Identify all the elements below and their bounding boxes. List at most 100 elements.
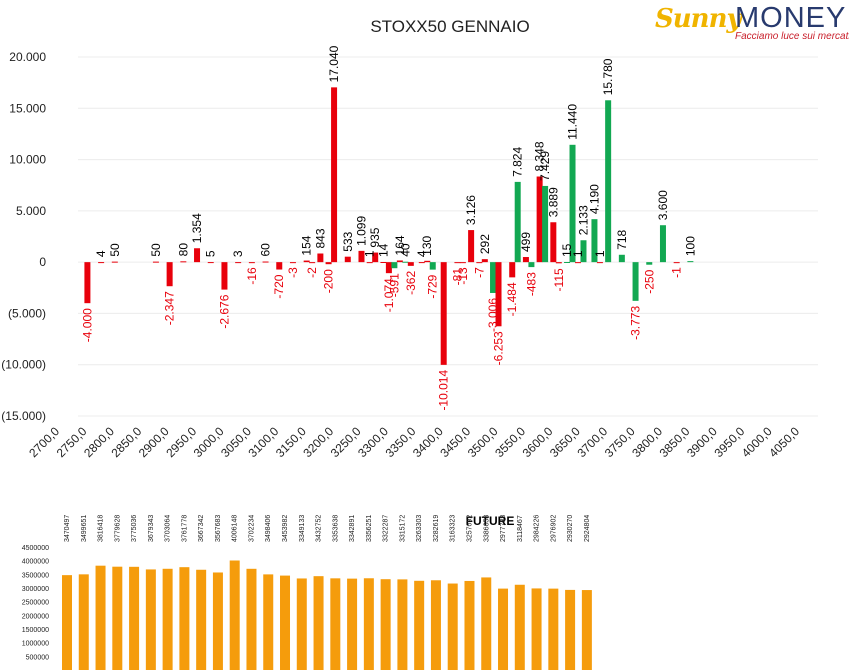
bar: [289, 262, 296, 264]
bar: [440, 262, 447, 365]
data-label: -3: [286, 267, 300, 278]
sunny-money-logo: Sunny MONEY Facciamo luce sui mercati: [655, 2, 849, 46]
data-label: -591: [387, 273, 401, 297]
bar: [596, 262, 603, 264]
bar: [248, 262, 255, 264]
data-label: 11.440: [566, 104, 580, 140]
bar: [569, 144, 576, 263]
future-bar: [112, 566, 123, 670]
bar: [673, 262, 680, 264]
data-label: -16: [245, 267, 259, 285]
future-bar: [531, 588, 542, 670]
bar: [391, 262, 398, 269]
bar: [550, 222, 557, 263]
future-data-label: 3679343: [148, 515, 155, 542]
data-label: -362: [404, 271, 418, 295]
future-data-label: 3667342: [198, 515, 205, 542]
data-label: 50: [108, 243, 122, 257]
data-label: 935: [368, 227, 382, 247]
future-data-label: 3349133: [299, 515, 306, 542]
data-label: 154: [300, 235, 314, 255]
data-label: -1.074: [382, 278, 396, 312]
bar: [84, 262, 91, 304]
data-label: -2.347: [163, 291, 177, 325]
bar: [262, 261, 269, 263]
future-bar: [414, 580, 425, 670]
bar: [385, 262, 392, 274]
data-label: -13: [456, 267, 470, 285]
data-label: 1.354: [190, 213, 204, 243]
future-bar: [330, 578, 341, 670]
bar: [659, 225, 666, 263]
future-data-label: 3118467: [517, 515, 524, 542]
data-label: 1.099: [354, 216, 368, 246]
future-data-label: 2984226: [534, 515, 541, 542]
future-bar: [548, 588, 559, 670]
future-bar: [380, 579, 391, 670]
future-data-label: 3386658: [483, 515, 490, 542]
future-bar: [565, 589, 576, 670]
y-tick-label: 0: [39, 255, 46, 269]
data-label: 50: [149, 243, 163, 257]
y-tick-label: (10.000): [1, 358, 46, 372]
future-data-label: 3499651: [81, 515, 88, 542]
future-data-label: 3779628: [114, 515, 121, 542]
bar: [514, 181, 521, 263]
future-data-label: 3567683: [215, 515, 222, 542]
y-tick-label: (15.000): [1, 409, 46, 423]
future-bar: [498, 588, 509, 670]
bar: [207, 262, 214, 264]
future-bar: [313, 576, 324, 670]
logo-word-money: MONEY: [735, 2, 847, 34]
bar: [317, 253, 324, 263]
data-label: 3.600: [656, 190, 670, 220]
bar: [407, 262, 414, 266]
future-data-label: 3703064: [165, 515, 172, 542]
data-label: -81: [450, 268, 464, 286]
logo-word-sunny: Sunny: [655, 4, 742, 34]
data-label: -7: [472, 267, 486, 278]
data-label: -250: [642, 269, 656, 293]
stoxx50-chart: STOXX50 GENNAIO 20.000 15.000 10.000 5.000 0…: [1, 17, 818, 460]
bar: [344, 256, 351, 263]
future-data-label: 3775036: [131, 515, 138, 542]
bar: [618, 254, 625, 263]
data-label: 3: [231, 250, 245, 257]
bar: [366, 262, 373, 264]
data-label: -720: [272, 274, 286, 298]
future-bar: [62, 575, 72, 670]
data-label: 2.133: [576, 205, 590, 235]
future-y-tick-label: 4000000: [22, 559, 49, 566]
data-label: 843: [313, 228, 327, 248]
data-label: 17.040: [327, 45, 341, 82]
future-bar: [196, 569, 207, 670]
future-bar: [481, 577, 492, 670]
data-label: 80: [176, 243, 190, 257]
bar: [476, 262, 483, 264]
future-bar: [129, 566, 140, 670]
bar: [632, 262, 639, 301]
data-label: 40: [398, 243, 412, 257]
data-label: -3.006: [486, 298, 500, 332]
bar: [509, 262, 516, 278]
future-bar: [179, 567, 190, 670]
bar: [194, 248, 201, 263]
future-data-label: 3163323: [450, 515, 457, 542]
future-data-label: 3432752: [316, 515, 323, 542]
data-label: 718: [615, 229, 629, 249]
data-label: 100: [683, 236, 697, 256]
bar: [372, 252, 379, 263]
y-tick-label: 15.000: [9, 101, 46, 115]
data-label: 4: [94, 250, 108, 257]
future-bar: [280, 575, 291, 670]
bar: [555, 262, 562, 264]
data-label: -1.484: [505, 282, 519, 316]
x-tick-label: 4050,0: [766, 424, 802, 460]
data-label: 1: [571, 250, 585, 257]
future-bar: [347, 578, 358, 670]
future-bar: [430, 580, 441, 670]
data-label: 292: [478, 234, 492, 254]
data-label: 533: [341, 231, 355, 251]
bar: [454, 262, 461, 264]
future-data-label: 2930270: [567, 515, 574, 542]
